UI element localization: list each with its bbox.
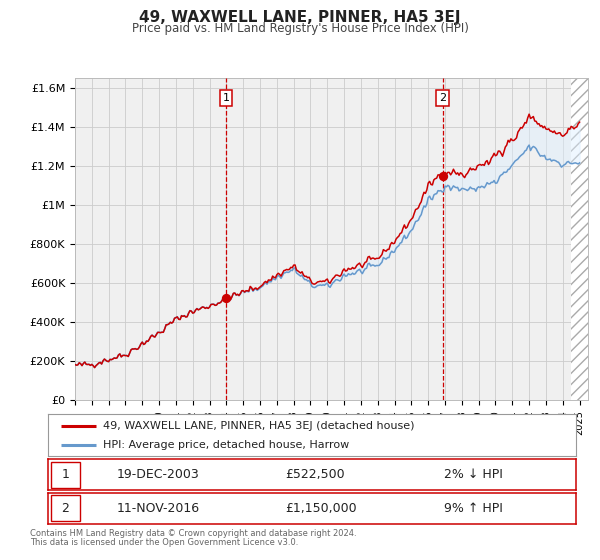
- Point: [221, 294, 230, 303]
- Text: This data is licensed under the Open Government Licence v3.0.: This data is licensed under the Open Gov…: [30, 538, 298, 547]
- Text: HPI: Average price, detached house, Harrow: HPI: Average price, detached house, Harr…: [103, 440, 350, 450]
- Text: 1: 1: [223, 93, 229, 103]
- Text: 11-NOV-2016: 11-NOV-2016: [116, 502, 200, 515]
- Text: Contains HM Land Registry data © Crown copyright and database right 2024.: Contains HM Land Registry data © Crown c…: [30, 529, 356, 538]
- Text: 49, WAXWELL LANE, PINNER, HA5 3EJ (detached house): 49, WAXWELL LANE, PINNER, HA5 3EJ (detac…: [103, 421, 415, 431]
- Bar: [50, 461, 80, 488]
- Text: 19-DEC-2003: 19-DEC-2003: [116, 468, 199, 481]
- Text: 2: 2: [439, 93, 446, 103]
- Text: 2% ↓ HPI: 2% ↓ HPI: [444, 468, 503, 481]
- Text: 2: 2: [61, 502, 69, 515]
- Text: 9% ↑ HPI: 9% ↑ HPI: [444, 502, 503, 515]
- Text: £522,500: £522,500: [286, 468, 345, 481]
- Bar: [50, 495, 80, 521]
- Point: [438, 171, 448, 180]
- Text: £1,150,000: £1,150,000: [286, 502, 357, 515]
- Text: Price paid vs. HM Land Registry's House Price Index (HPI): Price paid vs. HM Land Registry's House …: [131, 22, 469, 35]
- Text: 49, WAXWELL LANE, PINNER, HA5 3EJ: 49, WAXWELL LANE, PINNER, HA5 3EJ: [139, 10, 461, 25]
- Text: 1: 1: [61, 468, 69, 481]
